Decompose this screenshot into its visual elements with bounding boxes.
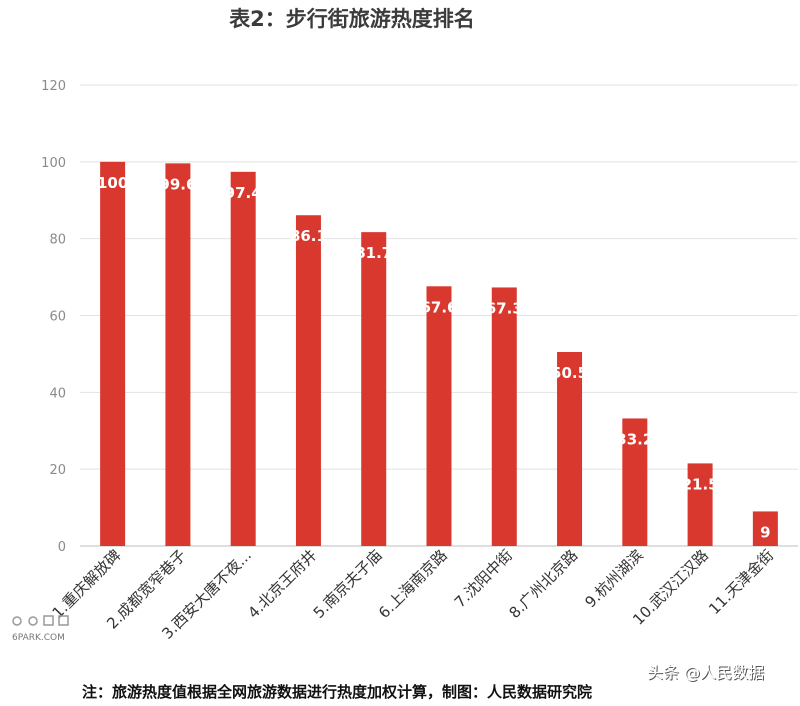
watermark-shadow: 头条 @人民数据 — [648, 664, 765, 683]
y-axis: 0 20 40 60 80 100 120 — [41, 79, 66, 555]
y-tick-label: 80 — [49, 233, 66, 248]
site-logo: 6PARK.COM — [12, 615, 69, 643]
data-label: 81.7 — [355, 244, 392, 262]
y-tick-label: 20 — [49, 463, 66, 478]
bar — [100, 161, 126, 547]
y-tick-label: 60 — [49, 310, 66, 325]
data-label: 67.6 — [420, 298, 457, 316]
bar — [165, 163, 191, 546]
x-tick-label: 11.天津金街 — [705, 546, 777, 618]
x-tick-label: 8.广州北京路 — [505, 546, 581, 622]
bar — [622, 418, 648, 546]
data-label: 86.1 — [290, 227, 327, 245]
data-label: 67.3 — [486, 299, 523, 317]
site-logo-glyphs — [12, 615, 69, 626]
x-tick-label: 9.杭州湖滨 — [581, 546, 646, 611]
data-label: 97.4 — [225, 184, 262, 202]
bar — [295, 215, 321, 547]
data-label: 21.5 — [682, 475, 719, 493]
x-tick-label: 4.北京王府井 — [244, 546, 320, 622]
data-label: 33.2 — [616, 430, 653, 448]
site-logo-text: 6PARK.COM — [12, 633, 65, 643]
x-tick-label: 7.沈阳中街 — [451, 546, 516, 611]
bar — [557, 351, 583, 546]
x-tick-label: 6.上海南京路 — [375, 546, 451, 622]
bar — [361, 232, 387, 546]
bar — [687, 463, 713, 546]
data-label: 9 — [760, 523, 770, 541]
chart-title: 表2：步行街旅游热度排名 — [229, 7, 475, 31]
x-tick-label: 5.南京夫子庙 — [310, 546, 386, 622]
watermark-text: 头条 @人民数据 — [647, 663, 764, 682]
x-axis: 1.重庆解放碑2.成都宽窄巷子3.西安大唐不夜...4.北京王府井5.南京夫子庙… — [49, 546, 778, 643]
y-tick-label: 120 — [41, 79, 66, 94]
watermark: 头条 @人民数据 头条 @人民数据 — [647, 663, 765, 683]
data-label: 50.5 — [551, 364, 588, 382]
data-label: 99.6 — [159, 175, 196, 193]
bars: 100 99.6 97.4 86.1 81.7 67.6 67.3 50.5 33.2 21.5 9 — [97, 161, 778, 547]
footnote: 注：旅游热度值根据全网旅游数据进行热度加权计算，制图：人民数据研究院 — [82, 683, 592, 701]
bar — [426, 286, 452, 546]
bar — [491, 287, 517, 546]
y-tick-label: 100 — [41, 156, 66, 171]
data-label: 100 — [97, 174, 128, 192]
bar — [752, 511, 778, 546]
y-tick-label: 0 — [58, 540, 66, 555]
bar — [230, 171, 256, 547]
y-tick-label: 40 — [49, 386, 66, 401]
